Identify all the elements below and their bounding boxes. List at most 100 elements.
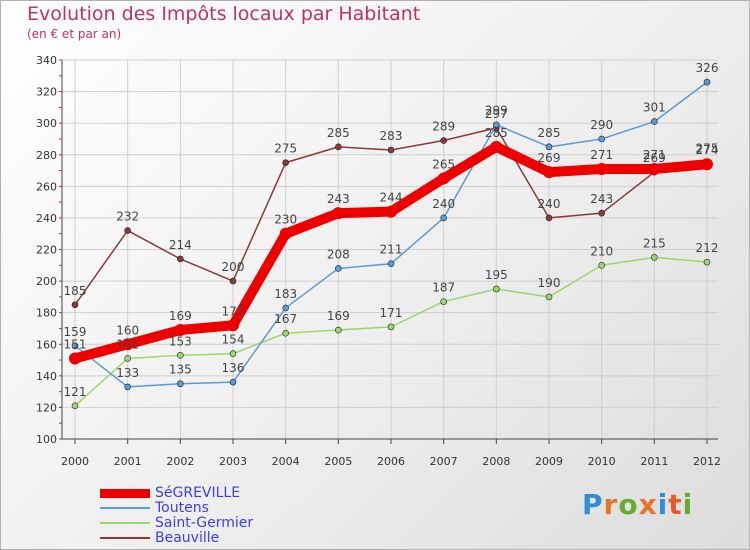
logo-letter: i <box>682 488 694 521</box>
legend-item: Toutens <box>100 500 300 516</box>
data-label: 160 <box>116 323 139 337</box>
data-point <box>648 162 661 175</box>
data-label: 214 <box>169 238 192 252</box>
data-label: 243 <box>590 192 613 206</box>
legend-label: Saint-Germier <box>155 515 254 531</box>
y-tick-label: 180 <box>36 307 57 320</box>
data-label: 326 <box>696 61 719 75</box>
legend-item: Beauville <box>100 530 300 546</box>
data-point <box>71 402 79 410</box>
data-point <box>177 352 184 359</box>
legend-label: SéGREVILLE <box>155 485 241 501</box>
data-point <box>543 166 555 179</box>
data-label: 169 <box>169 309 192 323</box>
data-point <box>282 329 289 337</box>
data-point <box>335 143 342 151</box>
data-point <box>71 342 79 350</box>
y-tick-label: 140 <box>36 370 57 383</box>
data-point <box>651 118 658 125</box>
legend-item: SéGREVILLE <box>100 485 300 501</box>
data-point <box>440 137 447 144</box>
data-label: 210 <box>590 244 613 258</box>
x-tick-label: 2002 <box>166 455 194 468</box>
data-point <box>282 159 289 166</box>
data-point <box>440 298 447 305</box>
legend-swatch <box>100 507 150 509</box>
data-point <box>227 319 239 332</box>
y-tick-label: 200 <box>36 275 57 288</box>
chart-subtitle: (en € et par an) <box>27 27 122 41</box>
data-label: 195 <box>485 268 508 282</box>
data-point <box>177 380 184 388</box>
data-label: 121 <box>64 385 87 399</box>
y-tick-label: 260 <box>36 180 57 193</box>
data-label: 285 <box>538 126 561 140</box>
data-point <box>387 146 395 154</box>
data-label: 297 <box>485 107 508 121</box>
data-label: 159 <box>64 325 87 339</box>
data-point <box>493 285 500 293</box>
data-point <box>651 254 658 261</box>
data-label: 183 <box>274 287 297 301</box>
chart-title: Evolution des Impôts locaux par Habitant <box>27 3 421 25</box>
x-tick-label: 2007 <box>430 455 458 468</box>
data-label: 271 <box>590 148 613 162</box>
data-point <box>124 227 131 234</box>
data-point <box>69 352 81 365</box>
data-point <box>121 338 134 351</box>
y-tick-label: 240 <box>36 212 57 225</box>
data-point <box>385 205 397 218</box>
data-label: 275 <box>274 142 297 156</box>
y-tick-label: 220 <box>36 244 57 257</box>
data-label: 289 <box>432 120 455 134</box>
legend-swatch <box>100 489 150 498</box>
legend-label: Beauville <box>155 530 220 546</box>
x-tick-label: 2005 <box>324 455 352 468</box>
x-tick-label: 2006 <box>377 455 405 468</box>
data-point <box>703 258 711 266</box>
data-label: 230 <box>274 213 297 227</box>
data-label: 215 <box>643 236 666 250</box>
data-label: 240 <box>538 197 561 211</box>
data-label: 269 <box>643 151 666 165</box>
data-point <box>279 227 292 240</box>
logo-letter: i <box>657 488 669 521</box>
data-point <box>387 323 395 331</box>
data-label: 172 <box>222 304 245 318</box>
legend-swatch <box>100 522 150 524</box>
legend-item: Saint-Germier <box>100 515 300 531</box>
data-point <box>598 261 605 269</box>
data-point <box>545 293 553 301</box>
logo-letter: r <box>603 488 619 521</box>
data-point <box>229 378 237 386</box>
y-tick-label: 320 <box>36 86 57 99</box>
data-label: 185 <box>64 284 87 298</box>
data-label: 285 <box>485 126 508 140</box>
data-point <box>335 326 342 334</box>
data-point <box>387 260 395 268</box>
x-tick-label: 2004 <box>272 455 300 468</box>
y-tick-label: 120 <box>36 401 57 414</box>
data-label: 232 <box>116 210 139 224</box>
data-point <box>229 277 237 285</box>
x-tick-label: 2008 <box>482 455 510 468</box>
data-label: 269 <box>538 151 561 165</box>
data-point <box>124 383 131 391</box>
x-tick-label: 2012 <box>693 455 721 468</box>
data-point <box>440 214 447 222</box>
data-label: 240 <box>432 197 455 211</box>
data-label: 169 <box>327 309 350 323</box>
data-label: 135 <box>169 363 192 377</box>
data-label: 275 <box>696 142 719 156</box>
x-tick-label: 2011 <box>640 455 668 468</box>
data-label: 244 <box>380 191 403 205</box>
x-tick-label: 2003 <box>219 455 247 468</box>
data-label: 136 <box>222 361 245 375</box>
x-tick-label: 2000 <box>61 455 89 468</box>
y-tick-label: 100 <box>36 433 57 446</box>
data-point <box>703 78 711 86</box>
data-point <box>595 162 608 175</box>
data-point <box>71 301 79 309</box>
data-point <box>124 355 131 362</box>
data-label: 151 <box>116 337 139 351</box>
